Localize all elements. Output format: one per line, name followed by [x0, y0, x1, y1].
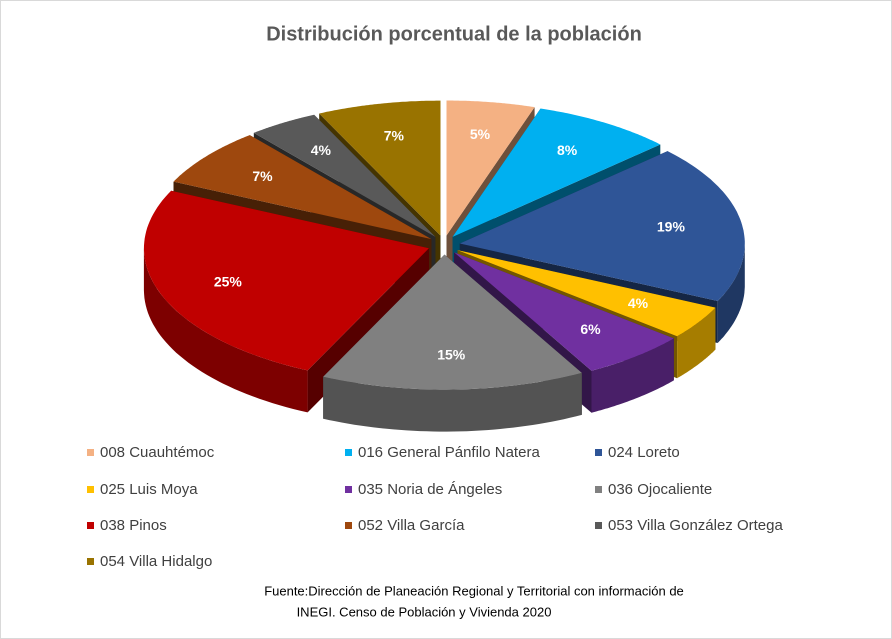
- data-label: 19%: [657, 218, 686, 234]
- legend-label: 016 General Pánfilo Natera: [358, 444, 540, 461]
- slice: [253, 114, 436, 237]
- slice-wall: [717, 243, 745, 343]
- legend-swatch: [345, 486, 352, 493]
- source-line: Fuente:Dirección de Planeación Regional …: [264, 583, 684, 598]
- legend-swatch: [87, 449, 94, 456]
- pie: 5% 7% 4% 8% 7% 19% 25% 4% 6% 15%: [143, 100, 745, 432]
- legend-swatch: [595, 486, 602, 493]
- legend-label: 052 Villa García: [358, 517, 465, 534]
- data-label: 4%: [628, 295, 649, 311]
- legend-swatch: [345, 522, 352, 529]
- data-label: 8%: [557, 142, 578, 158]
- data-label: 25%: [214, 273, 243, 289]
- slice-wall: [591, 338, 674, 413]
- legend-label: 054 Villa Hidalgo: [100, 553, 212, 570]
- slice: [323, 254, 582, 390]
- legend-label: 035 Noria de Ángeles: [358, 481, 502, 498]
- slice-wall: [677, 307, 716, 379]
- legend-swatch: [345, 449, 352, 456]
- legend-swatch: [87, 522, 94, 529]
- data-label: 7%: [252, 168, 273, 184]
- legend: 008 Cuauhtémoc 016 General Pánfilo Natera…: [87, 444, 783, 570]
- data-label: 5%: [470, 126, 491, 142]
- slice-wall: [323, 372, 582, 432]
- legend-label: 038 Pinos: [100, 517, 167, 534]
- slice: [446, 100, 535, 236]
- legend-label: 025 Luis Moya: [100, 481, 198, 498]
- data-label: 15%: [437, 346, 466, 362]
- slice: [457, 250, 716, 337]
- slice: [143, 190, 429, 371]
- slice: [173, 135, 432, 240]
- legend-label: 036 Ojocaliente: [608, 481, 712, 498]
- source-line: INEGI. Censo de Población y Vivienda 202…: [297, 604, 552, 619]
- legend-swatch: [87, 486, 94, 493]
- slice: [452, 108, 661, 237]
- chart-title: Distribución porcentual de la población: [266, 23, 642, 45]
- legend-swatch: [595, 522, 602, 529]
- data-label: 6%: [580, 321, 601, 337]
- slice: [454, 252, 674, 371]
- data-label: 4%: [311, 142, 332, 158]
- legend-swatch: [87, 558, 94, 565]
- slice: [459, 151, 745, 301]
- legend-label: 053 Villa González Ortega: [608, 517, 783, 534]
- data-label: 7%: [384, 128, 405, 144]
- slice-wall: [143, 248, 308, 413]
- legend-label: 008 Cuauhtémoc: [100, 444, 215, 461]
- legend-label: 024 Loreto: [608, 444, 680, 461]
- legend-swatch: [595, 449, 602, 456]
- slice: [319, 100, 441, 236]
